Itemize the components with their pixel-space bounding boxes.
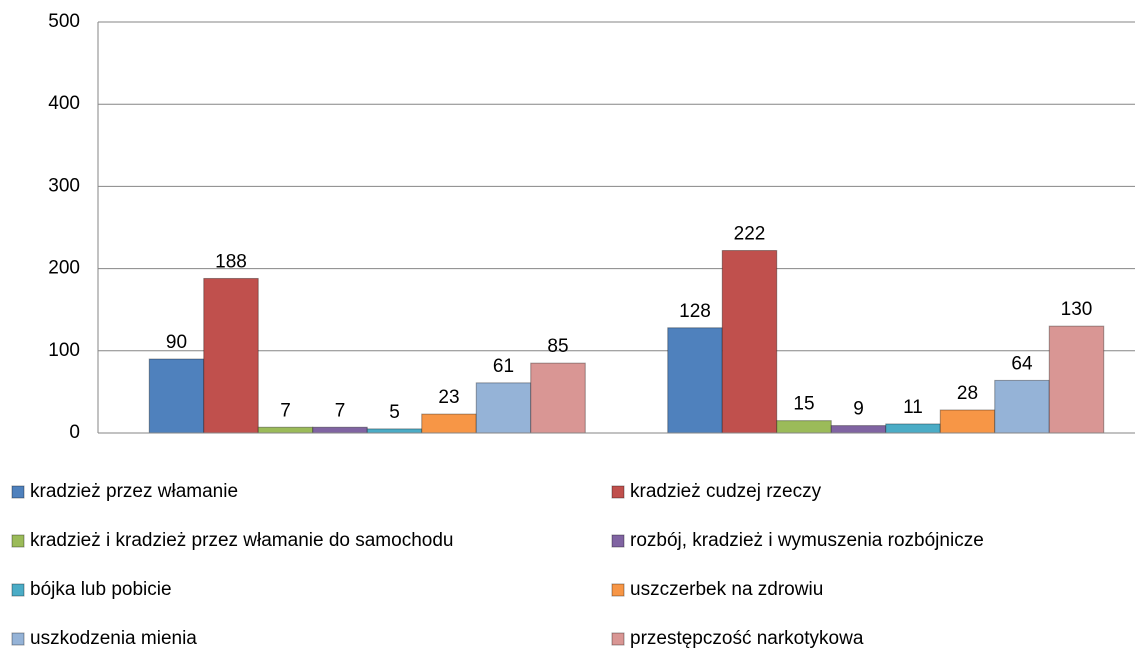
legend-label: uszczerbek na zdrowiu [630,579,823,600]
y-tick-label: 400 [48,93,80,114]
value-label: 11 [903,397,923,418]
value-label: 128 [679,301,711,322]
legend-swatch [11,632,25,646]
value-label: 5 [389,402,400,423]
value-label: 130 [1061,299,1093,320]
legend-label: kradzież cudzej rzeczy [630,481,822,502]
legend-swatch [611,583,625,597]
bar [530,362,586,434]
legend-swatch [611,534,625,548]
legend-label: rozbój, kradzież i wymuszenia rozbójnicz… [630,530,984,551]
value-label: 15 [793,394,814,415]
legend-label: przestępczość narkotykowa [630,628,864,649]
legend-label: uszkodzenia mienia [30,628,197,649]
value-label: 222 [734,224,766,245]
bar [1048,325,1105,434]
legend-swatch [11,485,25,499]
bar [148,358,205,434]
bar [721,250,778,434]
value-label: 61 [493,356,514,377]
bar [203,277,259,434]
value-label: 23 [438,387,459,408]
bar [475,382,532,434]
legend-label: kradzież i kradzież przez włamanie do sa… [30,530,453,551]
y-tick-label: 0 [69,422,80,443]
bar [312,426,368,434]
bar [257,426,314,434]
legend-swatch [611,485,625,499]
value-label: 64 [1011,353,1033,374]
bar [885,423,941,434]
value-label: 7 [335,400,346,421]
bar [776,420,832,434]
legend-swatch [11,583,25,597]
bar [366,428,423,434]
value-label: 7 [280,400,291,421]
y-tick-label: 500 [48,11,80,32]
y-tick-label: 100 [48,340,80,361]
bar [939,409,996,434]
y-tick-label: 300 [48,175,80,196]
bar [421,413,477,434]
bar [830,425,887,434]
value-label: 90 [166,332,187,353]
value-label: 28 [957,383,978,404]
y-tick-label: 200 [48,258,80,279]
bar [994,379,1050,434]
value-label: 188 [215,251,247,272]
legend-label: kradzież przez włamanie [30,481,238,502]
value-label: 85 [547,336,568,357]
bar [667,327,723,434]
legend-swatch [11,534,25,548]
legend-label: bójka lub pobicie [30,579,172,600]
legend-swatch [611,632,625,646]
value-label: 9 [853,399,864,420]
